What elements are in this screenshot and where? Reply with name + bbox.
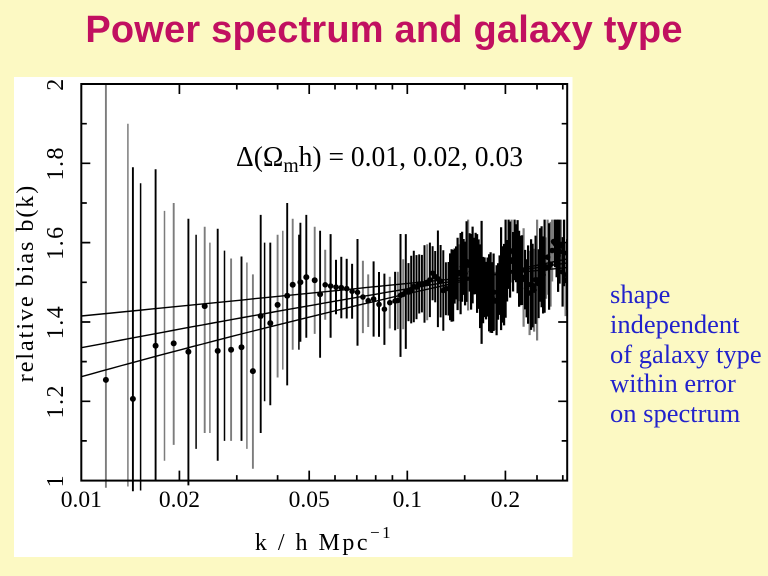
svg-text:1.6: 1.6 [43, 225, 69, 260]
svg-text:0.1: 0.1 [393, 487, 422, 513]
svg-text:1.2: 1.2 [43, 384, 69, 419]
svg-text:Δ(Ωmh) = 0.01, 0.02, 0.03: Δ(Ωmh) = 0.01, 0.02, 0.03 [236, 142, 523, 177]
svg-text:0.02: 0.02 [159, 487, 200, 513]
svg-text:1: 1 [43, 474, 69, 488]
svg-text:1.8: 1.8 [43, 146, 69, 181]
svg-text:0.05: 0.05 [289, 487, 330, 513]
svg-text:0.2: 0.2 [491, 487, 520, 513]
svg-text:1.4: 1.4 [43, 305, 69, 340]
svg-text:2: 2 [43, 77, 69, 91]
svg-text:0.01: 0.01 [61, 487, 102, 513]
svg-text:relative bias b(k): relative bias b(k) [13, 184, 39, 383]
